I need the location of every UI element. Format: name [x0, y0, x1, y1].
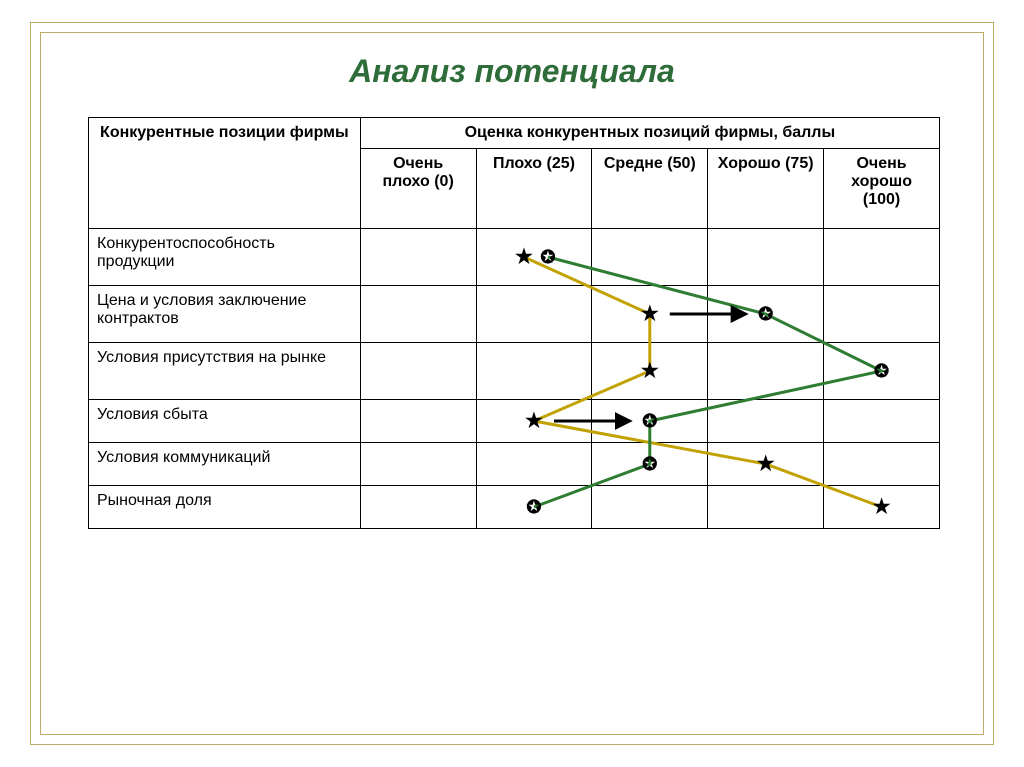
circle-line: [534, 257, 882, 507]
series-lines: [0, 0, 1024, 767]
